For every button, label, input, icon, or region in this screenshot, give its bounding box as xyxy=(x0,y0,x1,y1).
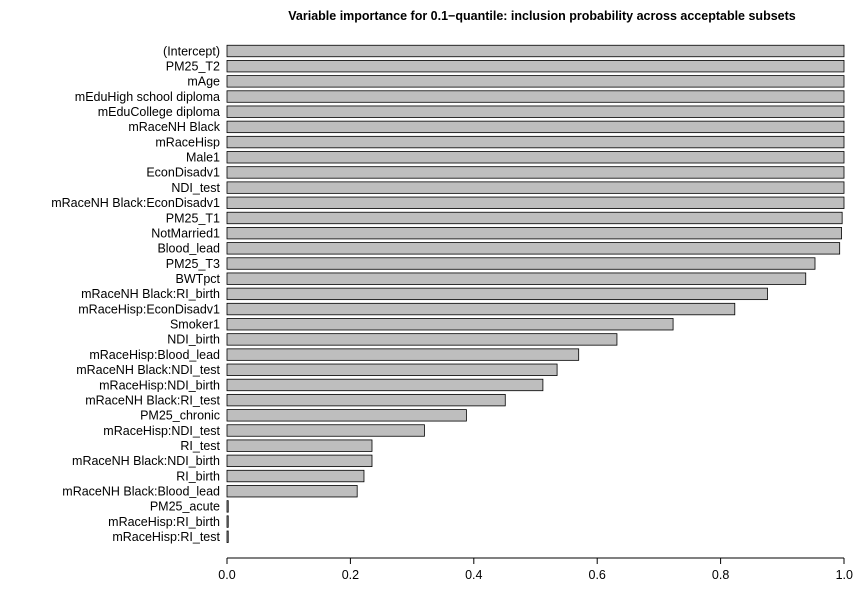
bar-8 xyxy=(226,166,845,179)
category-label: mRaceNH Black:EconDisadv1 xyxy=(51,196,220,210)
category-label: PM25_chronic xyxy=(140,409,220,423)
bar-11 xyxy=(226,211,843,225)
bar-3 xyxy=(226,90,845,103)
x-tick-label: 0.2 xyxy=(342,568,359,582)
category-label: PM25_T3 xyxy=(166,257,220,271)
category-label: BWTpct xyxy=(176,272,221,286)
bar-30 xyxy=(226,500,229,513)
category-label: mRaceHisp:Blood_lead xyxy=(89,348,220,362)
bar-15 xyxy=(226,272,807,285)
category-label: mRaceHisp:EconDisadv1 xyxy=(78,302,220,316)
x-tick-label: 1.0 xyxy=(836,568,853,582)
category-label: mEduCollege diploma xyxy=(98,105,220,119)
category-label: NDI_birth xyxy=(167,333,220,347)
category-label: mRaceHisp:NDI_test xyxy=(103,424,220,438)
category-label: NotMarried1 xyxy=(151,226,220,240)
category-label: mAge xyxy=(187,75,220,89)
bar-9 xyxy=(226,181,845,194)
bar-2 xyxy=(226,75,845,88)
bar-21 xyxy=(226,363,558,376)
category-label: mRaceHisp:NDI_birth xyxy=(99,378,220,392)
category-label: Male1 xyxy=(186,151,220,165)
bar-7 xyxy=(226,151,845,164)
bar-27 xyxy=(226,454,373,468)
category-label: mRaceNH Black:NDI_birth xyxy=(72,454,220,468)
category-label: mRaceNH Black:RI_test xyxy=(85,393,220,407)
bars xyxy=(226,44,845,543)
category-label: mRaceHisp xyxy=(155,135,220,149)
category-label: mRaceHisp:RI_birth xyxy=(108,515,220,529)
category-label: PM25_T1 xyxy=(166,211,220,225)
category-label: PM25_T2 xyxy=(166,59,220,73)
category-label: (Intercept) xyxy=(163,44,220,58)
category-label: EconDisadv1 xyxy=(146,166,220,180)
bar-22 xyxy=(226,378,544,392)
x-tick-label: 0.4 xyxy=(465,568,482,582)
bar-4 xyxy=(226,105,845,118)
bar-23 xyxy=(226,393,506,407)
x-tick-label: 0.0 xyxy=(218,568,235,582)
bar-29 xyxy=(226,485,358,498)
bar-6 xyxy=(226,135,845,149)
category-label: Smoker1 xyxy=(170,318,220,332)
bar-10 xyxy=(226,196,845,209)
x-tick-label: 0.8 xyxy=(712,568,729,582)
bar-19 xyxy=(226,333,618,346)
category-label: RI_test xyxy=(180,439,220,453)
chart-title: Variable importance for 0.1−quantile: in… xyxy=(288,9,796,23)
bar-31 xyxy=(226,515,229,528)
bar-28 xyxy=(226,469,365,483)
bar-12 xyxy=(226,227,842,240)
bar-5 xyxy=(226,120,845,134)
category-label: NDI_test xyxy=(171,181,220,195)
x-tick-label: 0.6 xyxy=(589,568,606,582)
bar-24 xyxy=(226,409,467,422)
bar-14 xyxy=(226,257,816,270)
bar-13 xyxy=(226,242,841,255)
x-axis: 0.0 0.2 0.4 0.6 0.8 1.0 xyxy=(218,557,853,582)
category-label: PM25_acute xyxy=(150,500,220,514)
bar-0 xyxy=(226,44,845,58)
bar-25 xyxy=(226,424,425,437)
category-label: mRaceNH Black:NDI_test xyxy=(76,363,220,377)
category-label: Blood_lead xyxy=(157,242,220,256)
bar-17 xyxy=(226,302,736,316)
category-label: mEduHigh school diploma xyxy=(75,90,220,104)
bar-1 xyxy=(226,60,845,73)
category-label: mRaceNH Black xyxy=(128,120,220,134)
category-label: mRaceHisp:RI_test xyxy=(112,530,220,544)
category-label: mRaceNH Black:Blood_lead xyxy=(62,485,220,499)
category-label: mRaceNH Black:RI_birth xyxy=(81,287,220,301)
bar-32 xyxy=(226,530,229,543)
bar-26 xyxy=(226,439,373,452)
bar-16 xyxy=(226,287,768,301)
category-label: RI_birth xyxy=(176,469,220,483)
bar-20 xyxy=(226,348,580,361)
bar-18 xyxy=(226,318,674,331)
